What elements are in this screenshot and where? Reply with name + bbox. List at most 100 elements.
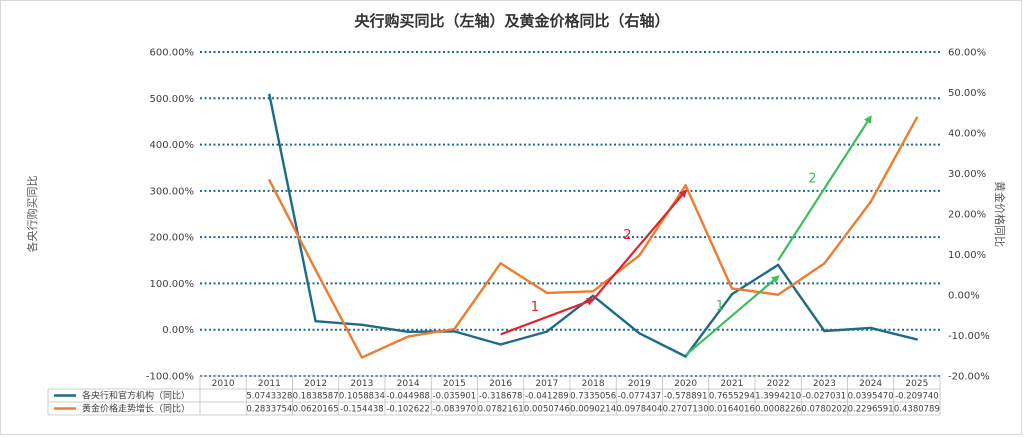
x-tick-label: 2013 bbox=[350, 379, 373, 389]
data-point bbox=[360, 323, 364, 327]
data-point bbox=[684, 355, 687, 358]
data-point bbox=[591, 290, 595, 293]
x-tick-label: 2025 bbox=[905, 379, 928, 389]
data-point bbox=[823, 329, 826, 333]
chart-title: 央行购买同比（左轴）及黄金价格同比（右轴） bbox=[354, 12, 670, 30]
table-cell: 0.4380789 bbox=[894, 405, 940, 415]
data-point bbox=[406, 330, 410, 333]
y-right-tick-label: 10.00% bbox=[948, 250, 986, 261]
data-point bbox=[638, 332, 641, 335]
y-left-tick-label: 400.00% bbox=[150, 140, 195, 151]
trend-arrow-label: 2 bbox=[623, 228, 631, 243]
x-tick-label: 2021 bbox=[720, 379, 743, 389]
trend-arrow bbox=[684, 275, 780, 357]
trend-arrow bbox=[592, 189, 687, 301]
y-right-tick-label: 20.00% bbox=[948, 210, 986, 221]
table-cell: -0.154438 bbox=[340, 405, 384, 415]
x-tick-label: 2016 bbox=[489, 379, 512, 389]
table-cell: 0.0620165 bbox=[293, 405, 339, 415]
legend-label: 各央行和官方机构（同比） bbox=[82, 390, 190, 402]
table-cell: -0.102622 bbox=[386, 405, 430, 415]
table-cell: 0.2833754 bbox=[246, 405, 292, 415]
data-point bbox=[776, 263, 780, 267]
table-cell: 0.1838587 bbox=[293, 392, 339, 402]
data-point bbox=[823, 262, 826, 265]
trend-arrow-label: 2 bbox=[808, 172, 816, 187]
y-left-tick-label: 600.00% bbox=[150, 48, 195, 59]
data-point bbox=[869, 200, 872, 204]
trend-arrow bbox=[777, 115, 872, 261]
trend-arrow-label: 1 bbox=[531, 300, 539, 315]
y-right-tick-label: 60.00% bbox=[948, 48, 986, 59]
data-point bbox=[545, 330, 549, 333]
y-left-tick-label: -100.00% bbox=[146, 372, 194, 383]
table-cell: -0.083970 bbox=[433, 405, 477, 415]
table-cell: 5.0743328 bbox=[246, 392, 292, 402]
table-cell: -0.209740 bbox=[895, 392, 939, 402]
table-cell: -0.041289 bbox=[525, 392, 569, 402]
table-cell: -0.027031 bbox=[803, 392, 847, 402]
x-tick-label: 2019 bbox=[628, 379, 651, 389]
table-cell: -0.044988 bbox=[386, 392, 430, 402]
legend-label: 黄金价格走势增长（同比） bbox=[82, 403, 190, 415]
data-point bbox=[776, 293, 780, 296]
data-point bbox=[730, 293, 734, 296]
table-cell: 1.3994210 bbox=[755, 392, 801, 402]
data-point bbox=[314, 268, 317, 272]
data-point bbox=[268, 179, 271, 182]
data-point bbox=[730, 287, 734, 290]
data-point bbox=[406, 335, 410, 338]
table-cell: -0.318678 bbox=[479, 392, 523, 402]
data-point bbox=[453, 330, 456, 333]
data-point bbox=[915, 338, 919, 341]
x-tick-label: 2024 bbox=[859, 379, 882, 389]
x-tick-label: 2015 bbox=[443, 379, 466, 389]
table-cell: 0.2707130 bbox=[663, 405, 709, 415]
y-left-tick-label: 100.00% bbox=[150, 279, 195, 290]
x-tick-label: 2020 bbox=[674, 379, 697, 389]
y-right-tick-label: 50.00% bbox=[948, 88, 986, 99]
table-cell: 0.0780202 bbox=[801, 405, 847, 415]
x-tick-label: 2022 bbox=[767, 379, 790, 389]
y-left-tick-label: 500.00% bbox=[150, 94, 195, 105]
x-tick-label: 2012 bbox=[304, 379, 327, 389]
table-cell: 0.0395470 bbox=[848, 392, 894, 402]
table-cell: 0.1058834 bbox=[339, 392, 385, 402]
x-tick-label: 2018 bbox=[582, 379, 605, 389]
y-right-tick-label: -20.00% bbox=[948, 372, 990, 383]
data-point bbox=[591, 294, 595, 297]
y-left-tick-label: 300.00% bbox=[150, 186, 195, 197]
x-tick-label: 2014 bbox=[397, 379, 420, 389]
trend-arrow-label: 1 bbox=[716, 299, 724, 314]
data-point bbox=[915, 116, 919, 119]
data-point bbox=[360, 356, 364, 359]
y-right-tick-label: 0.00% bbox=[948, 291, 980, 302]
table-cell: -0.077437 bbox=[618, 392, 662, 402]
y-left-tick-label: 200.00% bbox=[150, 233, 195, 244]
data-point bbox=[684, 184, 687, 187]
x-tick-label: 2017 bbox=[535, 379, 558, 389]
table-cell: -0.035901 bbox=[433, 392, 477, 402]
table-cell: 0.0978404 bbox=[616, 405, 662, 415]
series-line bbox=[268, 94, 918, 358]
y-left-tick-label: 0.00% bbox=[162, 325, 194, 336]
table-cell: 0.0050746 bbox=[524, 405, 570, 415]
table-cell: 0.7655294 bbox=[709, 392, 755, 402]
data-point bbox=[499, 262, 502, 265]
table-cell: 0.7335056 bbox=[570, 392, 616, 402]
data-point bbox=[268, 93, 271, 97]
table-cell: 0.0782161 bbox=[478, 405, 524, 415]
data-point bbox=[499, 343, 502, 346]
table-cell: 0.2296591 bbox=[848, 405, 894, 415]
data-point bbox=[545, 291, 549, 295]
y-right-tick-label: 30.00% bbox=[948, 169, 986, 180]
x-tick-label: 2011 bbox=[258, 379, 281, 389]
x-tick-label: 2023 bbox=[813, 379, 836, 389]
data-point bbox=[453, 327, 456, 331]
data-point bbox=[638, 254, 641, 257]
table-cell: 0.0164016 bbox=[709, 405, 755, 415]
data-point bbox=[314, 320, 317, 323]
table-cell: 0.0090214 bbox=[570, 405, 616, 415]
